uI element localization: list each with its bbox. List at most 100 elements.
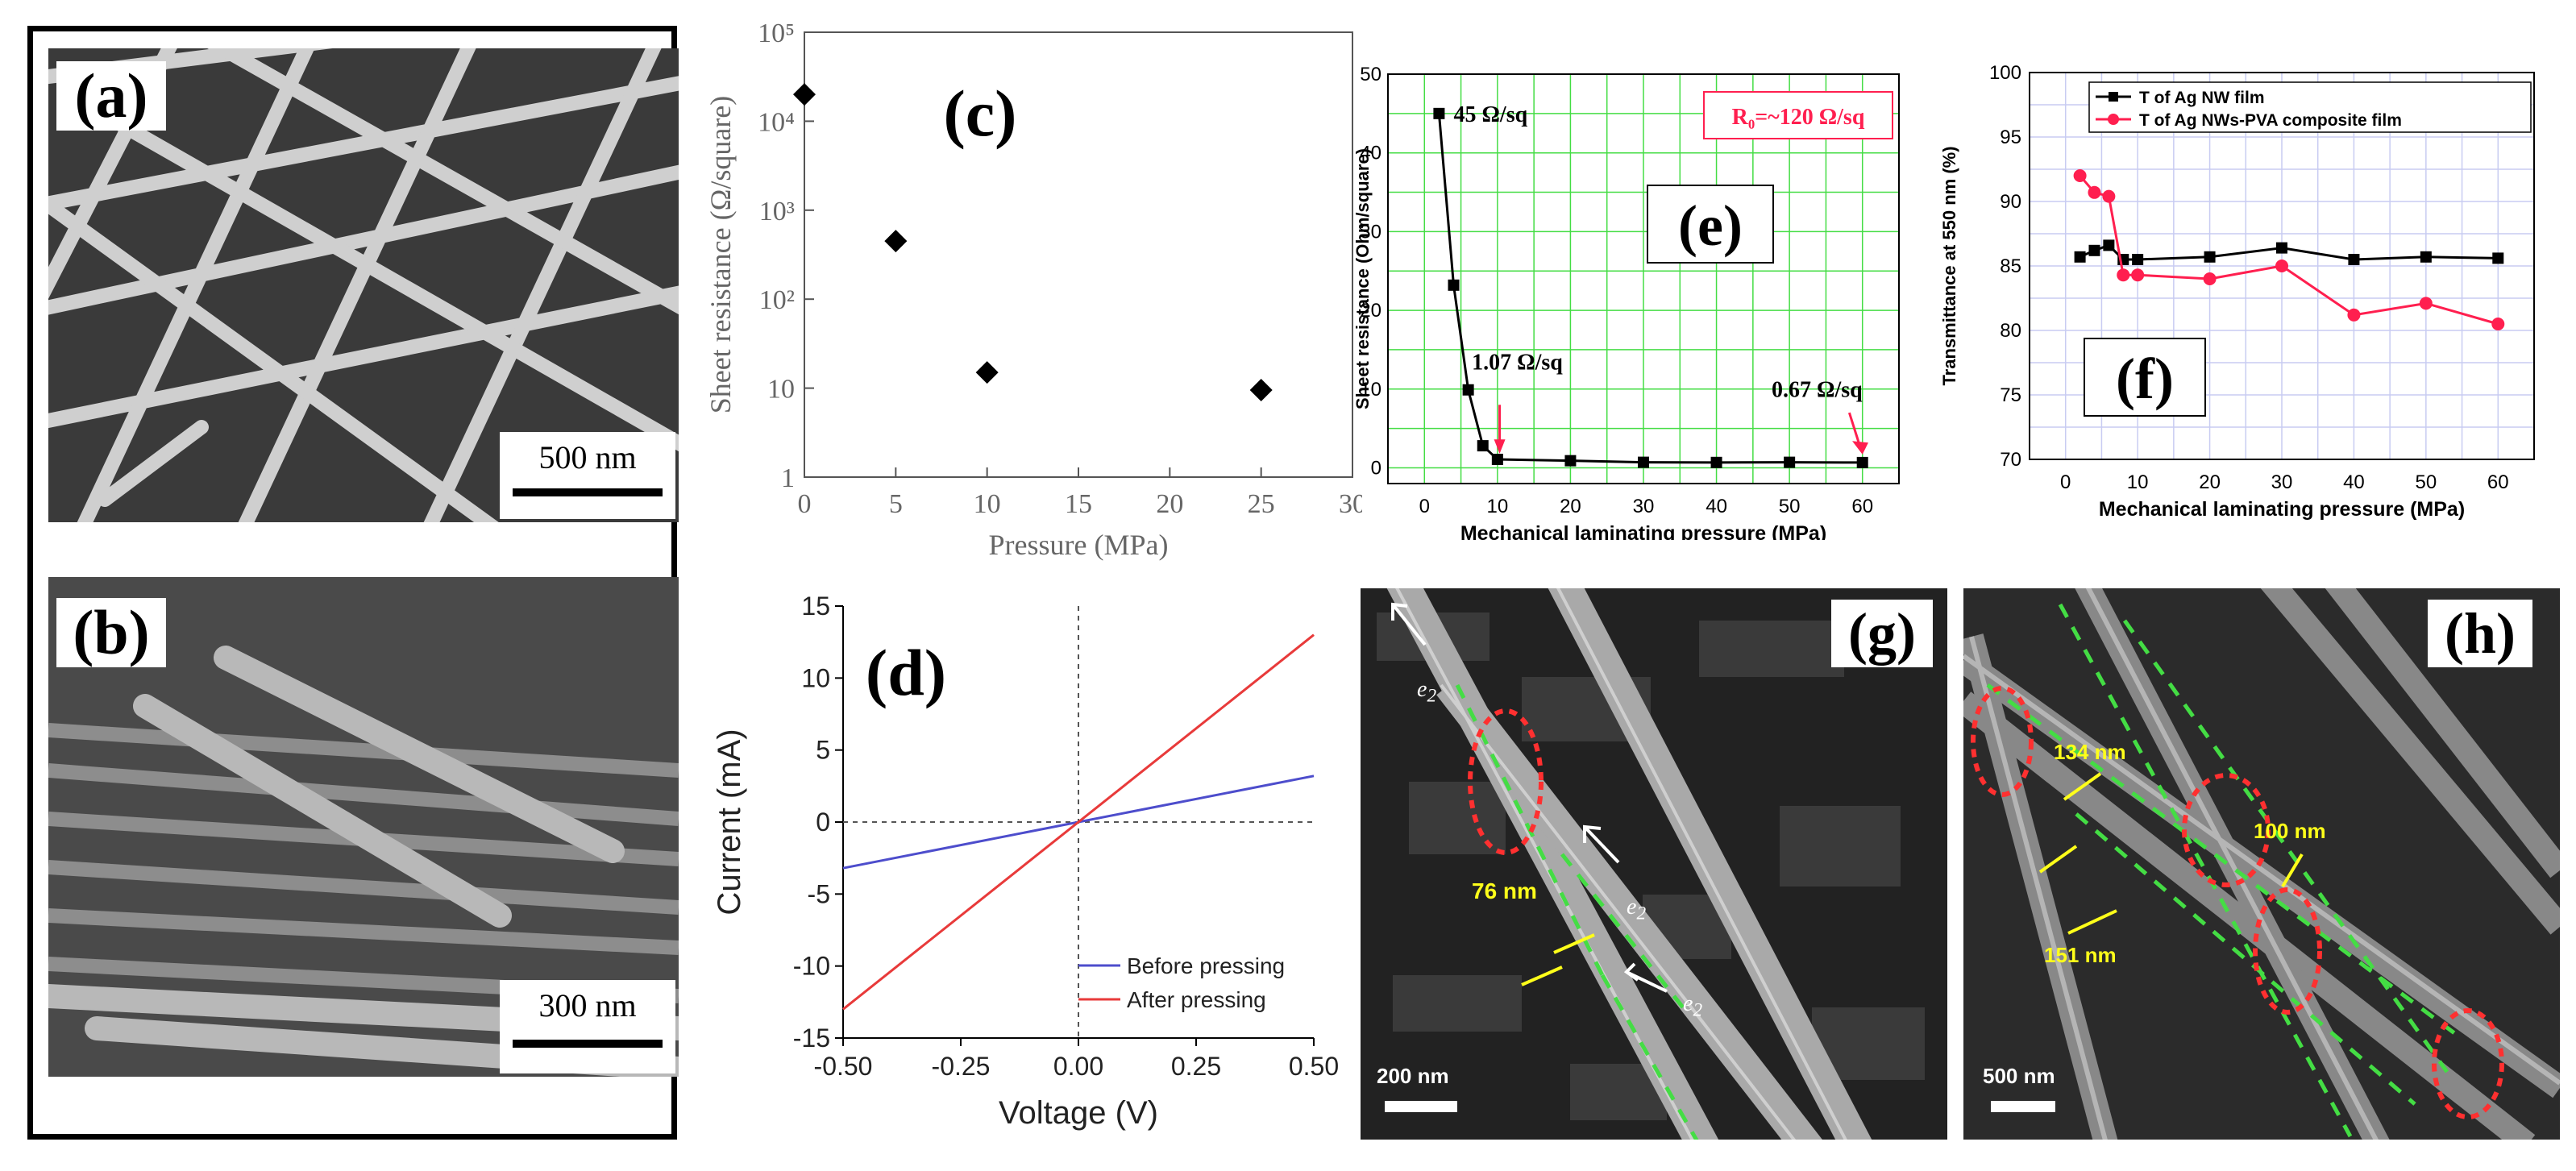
legend-marker (2108, 114, 2119, 125)
panel-label: (e) (1678, 193, 1743, 258)
series-ag-nws-pva-film (2079, 175, 2499, 326)
x-tick-label: 15 (1065, 489, 1092, 519)
y-tick-label: 10³ (759, 197, 795, 226)
x-axis-label: Mechanical laminating pressure (MPa) (2099, 498, 2465, 521)
y-tick-label: 10 (801, 663, 830, 692)
y-tick-label: 10⁴ (758, 107, 795, 137)
y-tick-label: 1 (781, 463, 795, 493)
x-tick-label: 50 (1779, 496, 1801, 517)
panel-label-bg (851, 633, 961, 711)
dimension-label: 151 nm (2044, 943, 2117, 967)
data-point (1448, 279, 1460, 291)
data-point (2491, 318, 2505, 330)
x-tick-label: -0.25 (932, 1052, 991, 1081)
annotation: 0.67 Ω/sq (1772, 378, 1863, 403)
y-tick-label: 10⁵ (758, 19, 795, 48)
data-point (2276, 242, 2287, 254)
x-tick-label: 0 (2060, 471, 2071, 493)
panel-label-bg (2084, 338, 2206, 417)
data-point (2073, 169, 2087, 182)
y-tick-label: 5 (816, 736, 830, 765)
panel-f-chart: 0 10 20 30 40 50 60 70 75 80 85 90 95 100 Mechanical l… (1934, 48, 2563, 540)
y-tick-label: 10 (767, 375, 795, 405)
panel-label: (d) (866, 636, 946, 709)
scale-label: 500 nm (538, 439, 637, 475)
panel-e-chart: 0 10 20 30 40 50 60 0 10 20 30 40 50 Mechanical lamin… (1351, 48, 1915, 540)
x-tick-label: 0.00 (1053, 1052, 1103, 1081)
data-point (1462, 384, 1474, 396)
nanowire-crossing-image (1963, 588, 2560, 1140)
x-tick-label: 0 (1419, 496, 1430, 517)
scale-line (1385, 1101, 1457, 1112)
data-point (1564, 455, 1577, 467)
data-point (2420, 251, 2432, 263)
data-point (2088, 244, 2100, 256)
panel-label-bg (1647, 185, 1774, 264)
data-point (2419, 297, 2433, 310)
plot-frame (804, 31, 1353, 478)
y-tick-label: 30 (1360, 221, 1381, 243)
data-point (1491, 454, 1503, 466)
y-tick-label: -15 (793, 1024, 830, 1053)
x-tick-label: 20 (1560, 496, 1581, 517)
dimension-label: 100 nm (2254, 819, 2326, 843)
annotation-box (1703, 91, 1893, 139)
plot-frame (2029, 72, 2535, 460)
legend-marker (2109, 92, 2118, 102)
panel-label: (b) (56, 597, 166, 667)
scale-label: 200 nm (1377, 1064, 1449, 1088)
x-tick-label: 40 (2343, 471, 2365, 493)
chart-c-svg: 0 5 10 15 20 25 30 1 10 10² 10³ 10⁴ 10⁵ Pressure (MPa… (704, 19, 1362, 561)
y-axis-label: Sheet resistance (Ohm/square) (1352, 148, 1373, 409)
series-ag-nw-film (2079, 243, 2499, 261)
dimension-label: 134 nm (2054, 740, 2126, 764)
series-line (1437, 113, 1863, 464)
x-tick-label: 20 (1156, 489, 1183, 519)
data-point (2492, 252, 2504, 264)
data-point (2132, 254, 2144, 265)
scale-bar: 500 nm (500, 432, 675, 519)
x-tick-label: 50 (2416, 471, 2437, 493)
x-axis-label: Mechanical laminating pressure (MPa) (1460, 522, 1826, 540)
panel-label: (f) (2116, 347, 2174, 411)
y-tick-label: 85 (2000, 255, 2021, 277)
panel-b-sem-image: (b) 300 nm (48, 577, 679, 1077)
chart-f-svg: 0 10 20 30 40 50 60 70 75 80 85 90 95 100 Mechanical l… (1939, 62, 2535, 521)
x-tick-label: 20 (2199, 471, 2221, 493)
data-point (2275, 260, 2288, 272)
y-tick-label: -10 (793, 952, 830, 981)
y-axis-label: Transmittance at 550 nm (%) (1939, 146, 1959, 385)
data-point (793, 83, 816, 106)
x-tick-label: 10 (2127, 471, 2149, 493)
x-tick-label: 30 (1339, 489, 1362, 519)
y-tick-label: 95 (2000, 127, 2021, 148)
panel-label-bg (925, 68, 1035, 156)
scale-label: 300 nm (538, 987, 637, 1024)
y-tick-label: 0 (816, 808, 830, 837)
legend-box (2088, 81, 2532, 133)
series-after-pressing (842, 633, 1315, 1011)
y-tick-label: 100 (1989, 62, 2021, 84)
x-tick-label: 0 (798, 489, 812, 519)
data-point (1249, 379, 1273, 402)
annotation-arrowhead (1852, 441, 1868, 455)
legend-label: T of Ag NW film (2139, 89, 2265, 107)
y-tick-label: 10 (1360, 379, 1381, 401)
data-point (975, 361, 999, 384)
x-tick-label: 10 (974, 489, 1001, 519)
x-tick-label: 10 (1487, 496, 1509, 517)
x-tick-label: 0.25 (1171, 1052, 1221, 1081)
y-axis-label: Sheet resistance (Ω/square) (704, 96, 737, 414)
data-point (1710, 456, 1722, 468)
legend-label: Before pressing (1127, 953, 1285, 978)
data-point (2103, 239, 2115, 251)
y-tick-label: -5 (808, 879, 830, 908)
scale-bar: 200 nm (1377, 1064, 1481, 1128)
legend-label: After pressing (1127, 987, 1266, 1012)
data-point (2131, 268, 2145, 282)
panel-label: (g) (1831, 600, 1933, 667)
panel-d-chart: -0.50 -0.25 0.00 0.25 0.50 -15 -10 -5 0 5 10 15 Volt… (701, 580, 1362, 1152)
x-axis-label: Voltage (V) (999, 1095, 1158, 1131)
electron-label: e2 (1683, 991, 1703, 1021)
electron-label: e2 (1417, 677, 1437, 707)
